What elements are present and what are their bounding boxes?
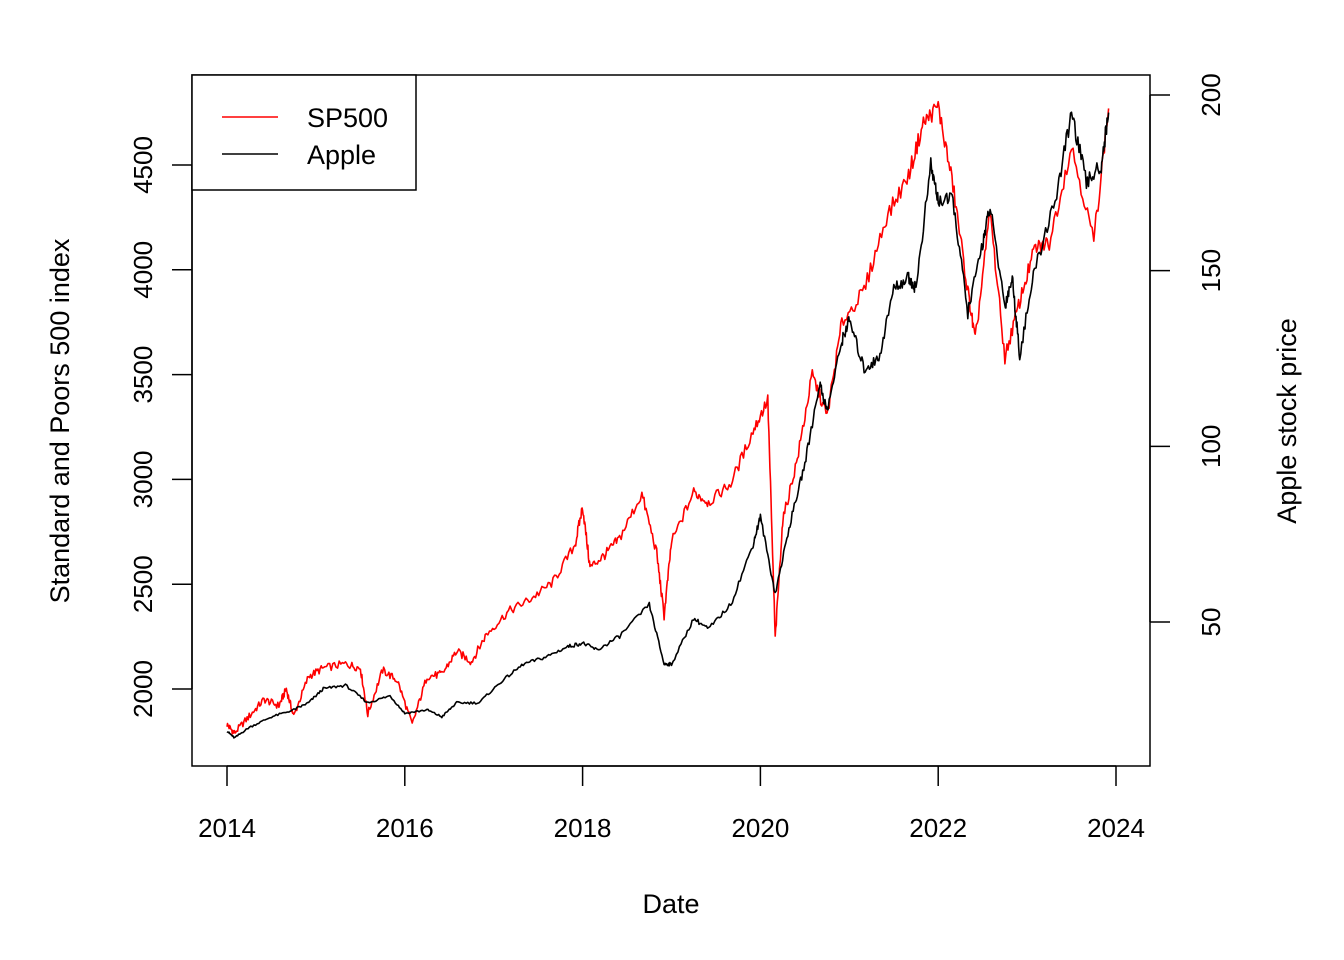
y-right-tick-label: 50 [1196, 608, 1226, 637]
y-left-tick-label: 2500 [128, 555, 158, 613]
x-tick-label: 2022 [909, 813, 967, 843]
y-left-tick-label: 2000 [128, 660, 158, 718]
y-right-tick-label: 200 [1196, 73, 1226, 116]
y-left-tick-label: 4000 [128, 241, 158, 299]
y-axis-left: 2000 2500 3000 3500 4000 4500 [128, 136, 193, 718]
x-axis-title: Date [642, 889, 699, 919]
y-right-tick-label: 100 [1196, 425, 1226, 468]
y-left-tick-label: 4500 [128, 136, 158, 194]
legend-label-sp500: SP500 [307, 103, 388, 133]
series-line-apple [226, 111, 1110, 739]
y-axis-left-title: Standard and Poors 500 index [45, 238, 75, 603]
legend-box [191, 74, 417, 191]
y-axis-right-title: Apple stock price [1272, 318, 1302, 524]
y-left-tick-label: 3500 [128, 346, 158, 404]
x-tick-label: 2020 [731, 813, 789, 843]
y-axis-right: 50 100 150 200 [1149, 73, 1226, 637]
y-right-tick-label: 150 [1196, 249, 1226, 292]
legend-label-apple: Apple [307, 140, 376, 170]
legend: SP500 Apple [191, 74, 417, 191]
x-axis: 2014 2016 2018 2020 2022 2024 [198, 765, 1145, 843]
plot-area [226, 100, 1110, 739]
x-tick-label: 2024 [1087, 813, 1145, 843]
x-tick-label: 2014 [198, 813, 256, 843]
x-tick-label: 2018 [554, 813, 612, 843]
x-tick-label: 2016 [376, 813, 434, 843]
y-left-tick-label: 3000 [128, 450, 158, 508]
series-line-sp500 [226, 100, 1110, 735]
